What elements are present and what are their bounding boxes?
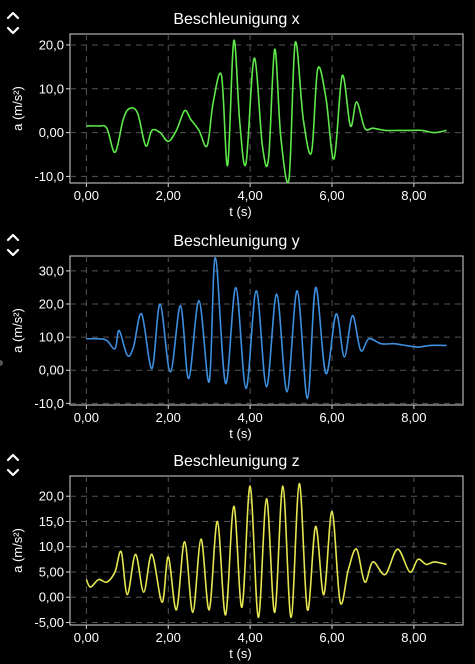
y-tick-label: 10,0	[39, 81, 64, 96]
y-tick-label: 30,0	[39, 263, 64, 278]
chart-title: Beschleunigung z	[173, 453, 299, 470]
plot-frame	[69, 475, 464, 626]
chart-panel-x: Beschleunigung x 0,00 2,00 4,00 6,00 8,00 -10,…	[0, 0, 475, 220]
plot-frame	[69, 33, 464, 184]
x-tick-label: 8,00	[401, 410, 426, 425]
chart-title: Beschleunigung y	[173, 233, 299, 250]
y-tick-label: 20,0	[39, 489, 64, 504]
x-tick-label: 0,00	[74, 188, 99, 203]
y-tick-label: 10,0	[39, 539, 64, 554]
collapse-toggle-icon[interactable]	[6, 452, 20, 478]
scroll-edge-indicator	[0, 360, 3, 366]
x-tick-label: 2,00	[156, 188, 181, 203]
plot-frame	[69, 255, 464, 406]
x-tick-label: 4,00	[237, 188, 262, 203]
x-tick-label: 0,00	[74, 410, 99, 425]
series-line	[85, 482, 447, 619]
chart-panel-y: Beschleunigung y 0,00 2,00 4,00 6,00 8,00 -10,…	[0, 222, 475, 442]
x-tick-label: 6,00	[319, 188, 344, 203]
y-axis-label: a (m/s²)	[10, 308, 25, 353]
chart-panel-z: Beschleunigung z 0,00 2,00 4,00 6,00 8,00 -5,0…	[0, 442, 475, 662]
y-tick-label: 15,0	[39, 514, 64, 529]
series-line	[86, 256, 447, 400]
series-line	[86, 39, 447, 183]
y-tick-label: 10,0	[39, 330, 64, 345]
y-tick-label: -10,0	[34, 396, 64, 411]
acceleration-z-chart: Beschleunigung z 0,00 2,00 4,00 6,00 8,00 -5,0…	[10, 453, 464, 661]
collapse-toggle-icon[interactable]	[6, 10, 20, 36]
x-axis-label: t (s)	[229, 204, 251, 219]
acceleration-x-chart: Beschleunigung x 0,00 2,00 4,00 6,00 8,00 -10,…	[10, 11, 464, 219]
y-tick-label: 5,00	[39, 564, 64, 579]
y-axis-label: a (m/s²)	[10, 86, 25, 131]
x-tick-label: 6,00	[319, 630, 344, 645]
y-tick-label: 0,00	[39, 125, 64, 140]
x-tick-label: 4,00	[237, 410, 262, 425]
y-tick-label: 20,0	[39, 37, 64, 52]
collapse-toggle-icon[interactable]	[6, 232, 20, 258]
y-tick-label: 20,0	[39, 297, 64, 312]
y-tick-label: -5,00	[34, 615, 64, 630]
y-tick-label: 0,00	[39, 590, 64, 605]
y-tick-label: 0,00	[39, 363, 64, 378]
x-tick-label: 4,00	[237, 630, 262, 645]
x-tick-label: 6,00	[319, 410, 344, 425]
y-tick-label: -10,0	[34, 169, 64, 184]
x-tick-label: 2,00	[156, 410, 181, 425]
x-tick-label: 8,00	[401, 188, 426, 203]
acceleration-y-chart: Beschleunigung y 0,00 2,00 4,00 6,00 8,00 -10,…	[10, 233, 464, 441]
x-axis-label: t (s)	[229, 646, 251, 661]
x-tick-label: 8,00	[401, 630, 426, 645]
chart-title: Beschleunigung x	[173, 11, 299, 28]
y-axis-label: a (m/s²)	[10, 528, 25, 573]
x-axis-label: t (s)	[229, 426, 251, 441]
x-tick-label: 2,00	[156, 630, 181, 645]
x-tick-label: 0,00	[74, 630, 99, 645]
